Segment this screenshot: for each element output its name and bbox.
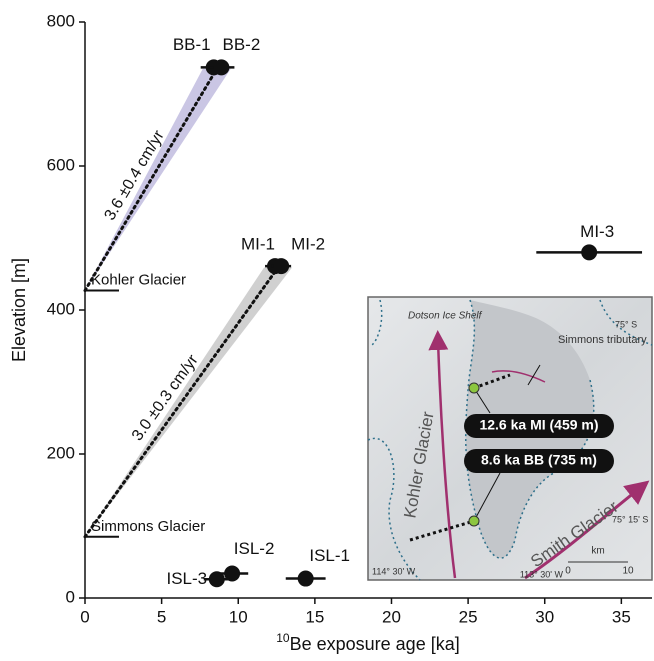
map-callout: 8.6 ka BB (735 m) xyxy=(481,452,597,468)
x-tick-label: 15 xyxy=(305,607,324,626)
x-axis-label-sup: 10 xyxy=(276,631,290,645)
map-label: 75° 15' S xyxy=(612,514,648,524)
map-label: 75° S xyxy=(615,319,637,329)
trend-cone xyxy=(85,268,292,537)
map-callout: 12.6 ka MI (459 m) xyxy=(479,417,598,433)
map-label: km xyxy=(591,546,604,557)
x-axis-label-text: Be exposure age [ka] xyxy=(290,634,460,654)
sample-label: ISL-3 xyxy=(166,569,207,588)
sample-label: MI-3 xyxy=(580,222,614,241)
sample-label: ISL-1 xyxy=(309,546,350,565)
y-axis-label: Elevation [m] xyxy=(9,258,29,362)
map-label: 113° 30' W xyxy=(520,569,564,579)
x-axis-label: 10Be exposure age [ka] xyxy=(276,631,459,654)
y-tick-label: 600 xyxy=(47,155,75,174)
sample-point xyxy=(298,571,314,587)
x-tick-label: 30 xyxy=(535,607,554,626)
x-tick-label: 5 xyxy=(157,607,166,626)
map-label: Simmons tributary xyxy=(558,334,647,346)
trend-line xyxy=(85,69,217,291)
sample-point xyxy=(209,571,225,587)
x-tick-label: 35 xyxy=(612,607,631,626)
chart: 0 200 400 600 800 0 5 10 15 20 25 30 35 Kohler Glacie… xyxy=(0,0,654,661)
sample-label: ISL-2 xyxy=(234,539,275,558)
sample-label: BB-2 xyxy=(222,35,260,54)
x-tick-label: 25 xyxy=(459,607,478,626)
map-label: 0 xyxy=(565,566,571,577)
trend-cone xyxy=(85,69,231,291)
reference-label: Kohler Glacier xyxy=(91,272,186,289)
y-tick-label: 200 xyxy=(47,443,75,462)
map-label: 10 xyxy=(622,566,634,577)
sample-label: MI-1 xyxy=(241,235,275,254)
x-tick-label: 0 xyxy=(80,607,89,626)
map-site xyxy=(469,516,479,526)
sample-point xyxy=(273,258,289,274)
y-tick-label: 0 xyxy=(66,587,75,606)
map-label: Dotson Ice Shelf xyxy=(408,311,483,322)
y-tick-label: 800 xyxy=(47,11,75,30)
reference-label: Simmons Glacier xyxy=(91,518,205,535)
map-inset: 12.6 ka MI (459 m) 8.6 ka BB (735 m) Dot… xyxy=(368,297,652,580)
y-tick-label: 400 xyxy=(47,299,75,318)
map-site xyxy=(469,383,479,393)
sample-label: MI-2 xyxy=(291,235,325,254)
x-tick-label: 20 xyxy=(382,607,401,626)
x-tick-label: 10 xyxy=(229,607,248,626)
sample-point xyxy=(581,244,597,260)
map-label: 114° 30' W xyxy=(372,566,416,576)
sample-label: BB-1 xyxy=(173,35,211,54)
sample-point xyxy=(213,59,229,75)
